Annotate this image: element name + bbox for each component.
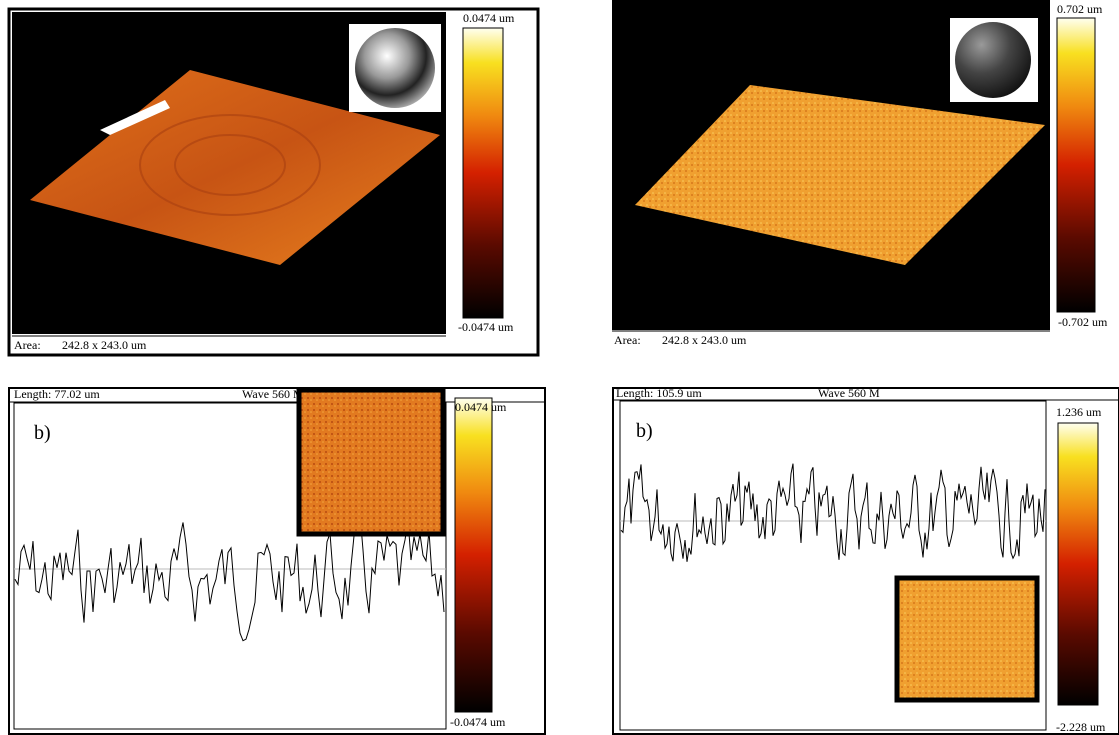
area-value: 242.8 x 243.0 um [62, 338, 147, 352]
steel-ball [355, 28, 435, 108]
color-scale [1057, 18, 1095, 312]
color-scale [455, 398, 492, 712]
scale-max: 1.236 um [1056, 405, 1102, 419]
dark-ball [955, 22, 1031, 98]
scale-min: -0.0474 um [450, 715, 506, 729]
area-label: Area: [614, 333, 641, 347]
scale-min: -0.702 um [1058, 315, 1108, 329]
wave-label: Wave 560 M [818, 386, 880, 400]
scale-max: 0.0474 um [455, 400, 507, 414]
scale-max: 0.0474 um [463, 11, 515, 25]
panel-top-right: a) 0.702 um -0.702 um Area: 242.8 x 243.… [612, 0, 1119, 347]
scale-max: 0.702 um [1057, 2, 1103, 16]
wave-label: Wave 560 M [242, 387, 304, 401]
length-label: Length: 105.9 um [616, 386, 702, 400]
panel-bottom-right: Length: 105.9 um Wave 560 M b) 1.236 um … [613, 386, 1119, 734]
scale-min: -2.228 um [1056, 720, 1106, 734]
panel-top-left: a) 0.0474 um -0.0474 um Area: 242.8 x 24… [9, 9, 538, 355]
length-label: Length: 77.02 um [14, 387, 100, 401]
color-scale [1058, 423, 1098, 705]
scale-min: -0.0474 um [458, 320, 514, 334]
figure: a) 0.0474 um -0.0474 um Area: 242.8 x 24… [0, 0, 1119, 735]
panel-label: b) [34, 422, 51, 444]
inset-map [897, 578, 1037, 700]
panel-bottom-left: Length: 77.02 um Wave 560 M b) 0.0474 um… [9, 387, 545, 734]
panel-label: b) [636, 420, 653, 442]
color-scale [463, 28, 503, 318]
panel-label: a) [636, 30, 652, 52]
inset-map [299, 390, 443, 534]
panel-label: a) [22, 30, 38, 52]
area-label: Area: [14, 338, 41, 352]
area-value: 242.8 x 243.0 um [662, 333, 747, 347]
